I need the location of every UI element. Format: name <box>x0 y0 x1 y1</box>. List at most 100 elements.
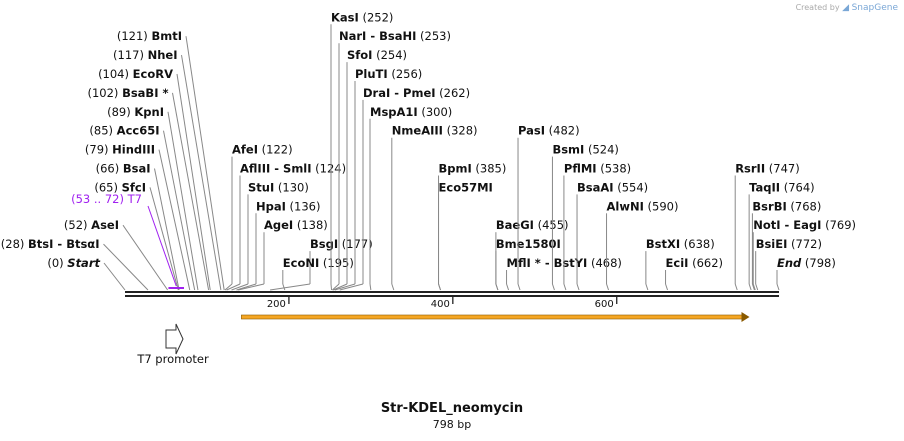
site-connector <box>224 283 233 291</box>
site-connector <box>332 283 348 291</box>
site-position: (590) <box>644 199 679 213</box>
site-connector <box>755 283 759 291</box>
site-position: (117) <box>113 48 148 62</box>
site-connector <box>185 36 225 291</box>
site-text: (0) Start <box>47 256 100 270</box>
site-name: Start <box>67 256 100 270</box>
sequence-map: 200 400 600 (0) Start (28) BtsI - BtsαI (52) … <box>1 10 856 366</box>
site-label: HpaI (136) <box>236 199 321 291</box>
site-label: BsaAI (554) <box>576 180 648 291</box>
site-connector <box>231 283 249 291</box>
site-name: PflMI <box>564 162 597 176</box>
site-connector <box>665 283 669 291</box>
site-connector <box>158 149 191 291</box>
site-label: MflI * - BstYI (468) <box>506 256 622 291</box>
site-name: SfcI <box>122 180 146 194</box>
site-connector <box>438 283 442 291</box>
site-name: MspA1I <box>370 105 418 119</box>
feature-label: (53 .. 72) T7 <box>71 192 142 206</box>
site-text: NarI - BsaHI (253) <box>339 29 451 43</box>
site-label: PluTI (256) <box>334 67 422 291</box>
site-position: (89) <box>107 105 134 119</box>
site-connector <box>339 283 364 291</box>
site-label: KasI (252) <box>330 10 394 291</box>
site-connector <box>606 283 610 291</box>
site-position: (252) <box>359 10 394 24</box>
site-name: KpnI <box>134 105 164 119</box>
site-label: EcoNI (195) <box>282 256 354 291</box>
orf-arrow-head <box>741 312 750 322</box>
site-text: (85) Acc65I <box>89 124 159 138</box>
site-text: BsiEI (772) <box>756 237 822 251</box>
site-text: (66) BsaI <box>96 162 151 176</box>
site-position: (102) <box>87 86 122 100</box>
snapgene-credit: Created by ◢ SnapGene <box>796 3 898 13</box>
site-connector <box>645 283 649 291</box>
site-text: AflIII - SmlI (124) <box>240 162 346 176</box>
site-text: (121) BmtI <box>117 29 182 43</box>
site-text: MflI * - BstYI (468) <box>507 256 622 270</box>
site-connector <box>226 283 241 291</box>
site-text: StuI (130) <box>248 180 309 194</box>
site-text: (28) BtsI - BtsαI <box>1 237 100 251</box>
site-text: NmeAIII (328) <box>392 124 478 138</box>
site-text: BsaAI (554) <box>577 180 648 194</box>
site-connector <box>332 283 340 291</box>
site-label: PflMI (538) <box>563 162 631 291</box>
feature-t7: (53 .. 72) T7 <box>71 192 185 289</box>
site-name: AseI <box>91 218 119 232</box>
site-connector <box>103 262 126 291</box>
site-name: BtsI - BtsαI <box>28 237 99 251</box>
site-label: NotI - EagI (769) <box>752 218 856 291</box>
site-name: BsaAI <box>577 180 614 194</box>
site-text: BstXI (638) <box>646 237 715 251</box>
site-label: MspA1I (300) <box>369 105 452 291</box>
site-connector <box>551 283 555 291</box>
site-name: HindIII <box>112 143 155 157</box>
site-position: (253) <box>416 29 451 43</box>
site-text: MspA1I (300) <box>370 105 452 119</box>
site-text: DraI - PmeI (262) <box>363 86 470 100</box>
site-text: (89) KpnI <box>107 105 164 119</box>
site-position: (482) <box>545 124 580 138</box>
site-position: (122) <box>258 143 293 157</box>
site-name: NarI - BsaHI <box>339 29 416 43</box>
site-position: (136) <box>286 199 321 213</box>
site-connector <box>334 283 356 291</box>
orf-arrow <box>241 312 750 322</box>
snapgene-logo-icon: ◢ <box>842 3 850 13</box>
site-text: (65) SfcI <box>94 180 146 194</box>
site-label: Bme1580I <box>495 237 561 291</box>
site-label: (66) BsaI <box>96 162 180 291</box>
site-position: (104) <box>98 67 133 81</box>
site-position: (121) <box>117 29 152 43</box>
site-position: (455) <box>534 218 569 232</box>
site-label: Eco57MI <box>438 180 493 291</box>
site-position: (764) <box>780 180 815 194</box>
site-name: StuI <box>248 180 274 194</box>
site-label: BsrBI (768) <box>751 199 821 291</box>
site-name: Acc65I <box>117 124 160 138</box>
ruler-tick-label: 200 <box>267 299 286 310</box>
site-text: PasI (482) <box>518 124 580 138</box>
site-name: BaeGI <box>496 218 534 232</box>
site-text: Bme1580I <box>496 237 561 251</box>
site-connector <box>181 55 222 291</box>
site-position: (66) <box>96 162 123 176</box>
site-position: (195) <box>319 256 354 270</box>
site-name: AgeI <box>264 218 293 232</box>
site-name: DraI - PmeI <box>363 86 436 100</box>
site-connector <box>103 243 149 291</box>
site-name: BpmI <box>439 162 472 176</box>
ruler-tick-label: 600 <box>595 299 614 310</box>
site-position: (65) <box>94 180 121 194</box>
site-position: (79) <box>85 143 112 157</box>
site-label: (104) EcoRV <box>98 67 211 291</box>
site-text: HpaI (136) <box>256 199 321 213</box>
site-position: (554) <box>614 180 649 194</box>
site-label: (102) BsaBI * <box>87 86 210 291</box>
site-position: (130) <box>274 180 309 194</box>
site-text: AlwNI (590) <box>607 199 679 213</box>
site-label: (65) SfcI <box>94 180 179 291</box>
site-text: AfeI (122) <box>232 143 293 157</box>
